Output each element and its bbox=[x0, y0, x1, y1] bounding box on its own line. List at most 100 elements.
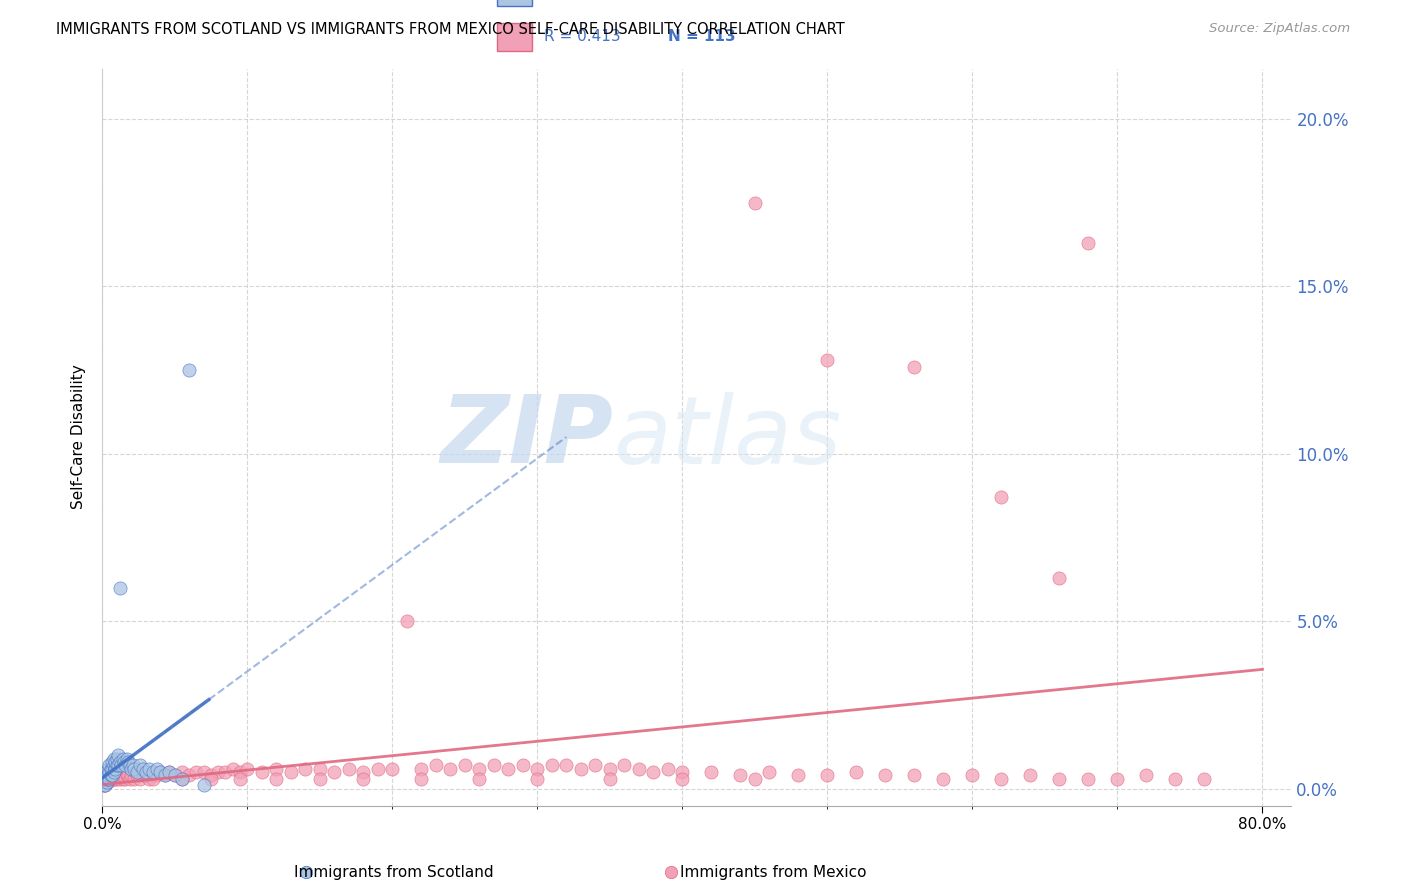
Point bbox=[744, 195, 766, 210]
Point bbox=[990, 772, 1012, 786]
Point bbox=[1077, 772, 1099, 786]
Point bbox=[100, 768, 122, 782]
Point bbox=[569, 762, 592, 776]
Point bbox=[1047, 571, 1070, 585]
Point bbox=[125, 768, 148, 782]
Point bbox=[657, 762, 679, 776]
Point bbox=[108, 755, 131, 769]
Point bbox=[222, 762, 245, 776]
Point bbox=[875, 768, 897, 782]
Point bbox=[1047, 772, 1070, 786]
Point bbox=[97, 768, 120, 782]
Point bbox=[118, 772, 141, 786]
Point bbox=[135, 768, 157, 782]
Point bbox=[120, 762, 142, 776]
Text: ZIP: ZIP bbox=[440, 391, 613, 483]
Point bbox=[98, 768, 121, 782]
Point bbox=[104, 762, 127, 776]
Point bbox=[132, 762, 155, 776]
Point bbox=[110, 768, 132, 782]
Point bbox=[96, 765, 118, 780]
Point bbox=[103, 758, 125, 772]
Point bbox=[512, 758, 534, 772]
Point bbox=[990, 491, 1012, 505]
Point bbox=[101, 768, 124, 782]
Point bbox=[599, 772, 621, 786]
Point bbox=[153, 768, 176, 782]
Point bbox=[97, 775, 120, 789]
Text: Source: ZipAtlas.com: Source: ZipAtlas.com bbox=[1209, 22, 1350, 36]
Point bbox=[555, 758, 578, 772]
Point bbox=[395, 615, 418, 629]
Point bbox=[352, 772, 374, 786]
Text: N = 113: N = 113 bbox=[668, 29, 735, 45]
Point bbox=[903, 768, 925, 782]
Point bbox=[411, 762, 433, 776]
Point bbox=[105, 772, 128, 786]
Point bbox=[744, 772, 766, 786]
Text: IMMIGRANTS FROM SCOTLAND VS IMMIGRANTS FROM MEXICO SELF-CARE DISABILITY CORRELAT: IMMIGRANTS FROM SCOTLAND VS IMMIGRANTS F… bbox=[56, 22, 845, 37]
Point bbox=[103, 772, 125, 786]
Point bbox=[1164, 772, 1187, 786]
Point bbox=[170, 772, 193, 786]
Point bbox=[671, 772, 693, 786]
Point bbox=[214, 765, 236, 780]
Point bbox=[103, 768, 125, 782]
Point bbox=[149, 765, 172, 780]
Point bbox=[138, 762, 160, 776]
Point bbox=[103, 765, 125, 780]
Point bbox=[352, 765, 374, 780]
Point bbox=[280, 765, 302, 780]
Point bbox=[425, 758, 447, 772]
Point bbox=[94, 779, 117, 793]
Point bbox=[118, 758, 141, 772]
Point bbox=[671, 765, 693, 780]
Point bbox=[454, 758, 477, 772]
Point bbox=[129, 758, 152, 772]
Bar bbox=[496, 0, 533, 5]
Point bbox=[122, 772, 145, 786]
Point bbox=[111, 772, 134, 786]
Point bbox=[229, 772, 252, 786]
Point bbox=[112, 755, 135, 769]
Point bbox=[337, 762, 360, 776]
Point bbox=[105, 768, 128, 782]
Point bbox=[120, 768, 142, 782]
Point bbox=[101, 772, 124, 786]
Point bbox=[411, 772, 433, 786]
Point bbox=[103, 752, 125, 766]
Point bbox=[96, 775, 118, 789]
Point bbox=[186, 765, 208, 780]
Point bbox=[932, 772, 955, 786]
Point bbox=[468, 762, 491, 776]
Point bbox=[117, 755, 139, 769]
Point bbox=[121, 758, 143, 772]
Point bbox=[96, 772, 118, 786]
Point bbox=[107, 748, 129, 763]
Point bbox=[439, 762, 461, 776]
Point bbox=[115, 752, 138, 766]
Point bbox=[104, 768, 127, 782]
Point bbox=[526, 762, 548, 776]
Point bbox=[110, 758, 132, 772]
Point bbox=[98, 758, 121, 772]
Point bbox=[787, 768, 810, 782]
Point bbox=[97, 762, 120, 776]
Point bbox=[250, 765, 273, 780]
Point bbox=[962, 768, 984, 782]
Point bbox=[107, 768, 129, 782]
Point bbox=[367, 762, 389, 776]
Point bbox=[96, 772, 118, 786]
Point bbox=[129, 772, 152, 786]
Point bbox=[112, 768, 135, 782]
Point bbox=[163, 768, 186, 782]
Point bbox=[105, 758, 128, 772]
Point bbox=[93, 775, 115, 789]
Point bbox=[207, 765, 229, 780]
Point bbox=[1107, 772, 1129, 786]
Point bbox=[94, 779, 117, 793]
Point bbox=[104, 755, 127, 769]
Point bbox=[93, 772, 115, 786]
Point bbox=[100, 762, 122, 776]
Point bbox=[308, 772, 330, 786]
